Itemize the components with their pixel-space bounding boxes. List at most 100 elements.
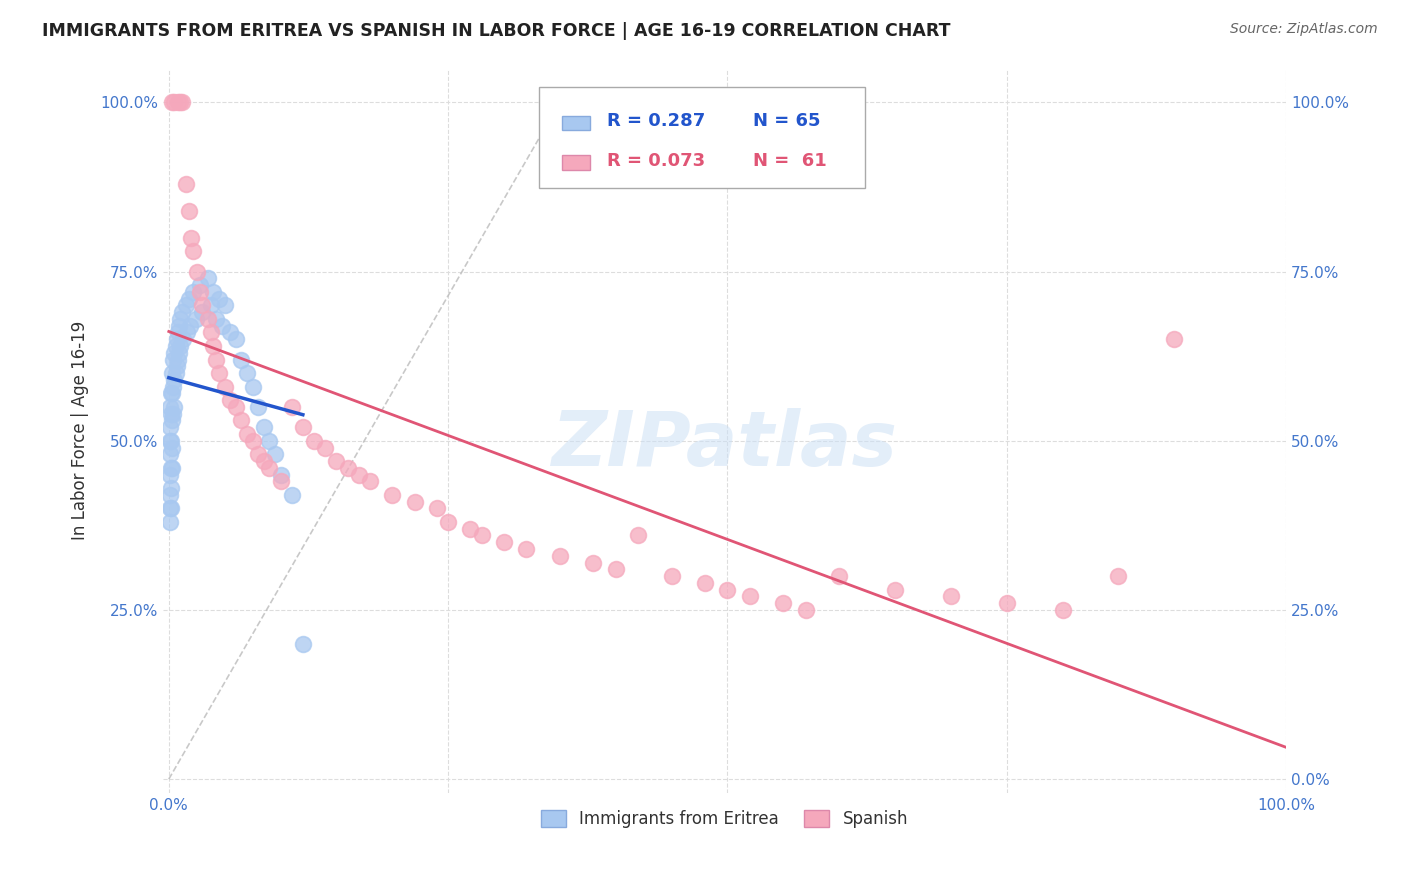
Point xyxy=(172,332,194,346)
Point xyxy=(160,407,183,421)
Point xyxy=(166,352,188,367)
Point xyxy=(169,312,191,326)
Point xyxy=(716,582,738,597)
Point xyxy=(188,278,211,293)
Point xyxy=(939,590,962,604)
Point xyxy=(236,366,259,380)
Point xyxy=(202,285,225,299)
Point xyxy=(605,562,627,576)
Point xyxy=(225,332,247,346)
Point xyxy=(1107,569,1129,583)
Point xyxy=(314,441,336,455)
Point xyxy=(166,95,188,110)
Point xyxy=(253,454,276,468)
Y-axis label: In Labor Force | Age 16-19: In Labor Force | Age 16-19 xyxy=(72,321,89,541)
Point xyxy=(661,569,683,583)
Point xyxy=(219,326,242,340)
Point xyxy=(197,271,219,285)
Point xyxy=(204,352,226,367)
Point xyxy=(242,379,264,393)
Point xyxy=(214,298,236,312)
Legend: Immigrants from Eritrea, Spanish: Immigrants from Eritrea, Spanish xyxy=(534,804,915,835)
Point xyxy=(202,339,225,353)
Point xyxy=(191,305,214,319)
Point xyxy=(160,386,183,401)
Point xyxy=(163,400,186,414)
Point xyxy=(159,467,181,482)
Text: R = 0.073: R = 0.073 xyxy=(607,152,704,169)
Point xyxy=(162,407,184,421)
Point xyxy=(159,488,181,502)
Point xyxy=(184,312,207,326)
Point xyxy=(208,366,231,380)
Point xyxy=(359,475,381,489)
Point xyxy=(183,244,205,259)
Point xyxy=(160,441,183,455)
Point xyxy=(404,494,426,508)
Point xyxy=(160,460,183,475)
Point xyxy=(437,515,460,529)
Point xyxy=(214,379,236,393)
Point xyxy=(160,460,183,475)
Point xyxy=(177,203,200,218)
FancyBboxPatch shape xyxy=(540,87,865,188)
Text: IMMIGRANTS FROM ERITREA VS SPANISH IN LABOR FORCE | AGE 16-19 CORRELATION CHART: IMMIGRANTS FROM ERITREA VS SPANISH IN LA… xyxy=(42,22,950,40)
Point xyxy=(166,359,188,374)
Point xyxy=(325,454,347,468)
Point xyxy=(242,434,264,448)
Point xyxy=(884,582,907,597)
Point xyxy=(169,95,191,110)
Point xyxy=(381,488,404,502)
Point xyxy=(211,318,233,333)
Point xyxy=(166,332,188,346)
Point xyxy=(160,413,183,427)
Point xyxy=(160,386,183,401)
Point xyxy=(165,339,187,353)
Point xyxy=(1052,603,1074,617)
Point xyxy=(177,292,200,306)
Point xyxy=(197,312,219,326)
Point xyxy=(270,467,292,482)
Point xyxy=(247,400,270,414)
Point xyxy=(738,590,761,604)
Point xyxy=(167,345,190,359)
Point xyxy=(162,379,184,393)
Point xyxy=(280,488,302,502)
Point xyxy=(995,596,1018,610)
Point xyxy=(200,298,222,312)
Point xyxy=(159,400,181,414)
Point xyxy=(336,460,359,475)
Point xyxy=(460,522,482,536)
Point xyxy=(163,95,186,110)
Point xyxy=(204,312,226,326)
Point xyxy=(259,460,281,475)
Point xyxy=(231,352,253,367)
Point xyxy=(167,318,190,333)
Point xyxy=(291,637,314,651)
Point xyxy=(159,447,181,461)
Point xyxy=(172,305,194,319)
Point xyxy=(225,400,247,414)
Point xyxy=(160,501,183,516)
Point xyxy=(471,528,494,542)
Point xyxy=(828,569,851,583)
Point xyxy=(627,528,650,542)
Point xyxy=(162,352,184,367)
Text: Source: ZipAtlas.com: Source: ZipAtlas.com xyxy=(1230,22,1378,37)
Point xyxy=(163,373,186,387)
Point xyxy=(160,95,183,110)
Point xyxy=(280,400,302,414)
FancyBboxPatch shape xyxy=(562,116,591,130)
Point xyxy=(426,501,449,516)
Point xyxy=(693,575,716,590)
Point xyxy=(163,345,186,359)
Point xyxy=(159,501,181,516)
Point xyxy=(174,177,197,191)
Point xyxy=(259,434,281,448)
Point xyxy=(200,326,222,340)
Point xyxy=(253,420,276,434)
Text: N =  61: N = 61 xyxy=(752,152,827,169)
Point xyxy=(160,481,183,495)
Text: R = 0.287: R = 0.287 xyxy=(607,112,704,130)
FancyBboxPatch shape xyxy=(562,155,591,169)
